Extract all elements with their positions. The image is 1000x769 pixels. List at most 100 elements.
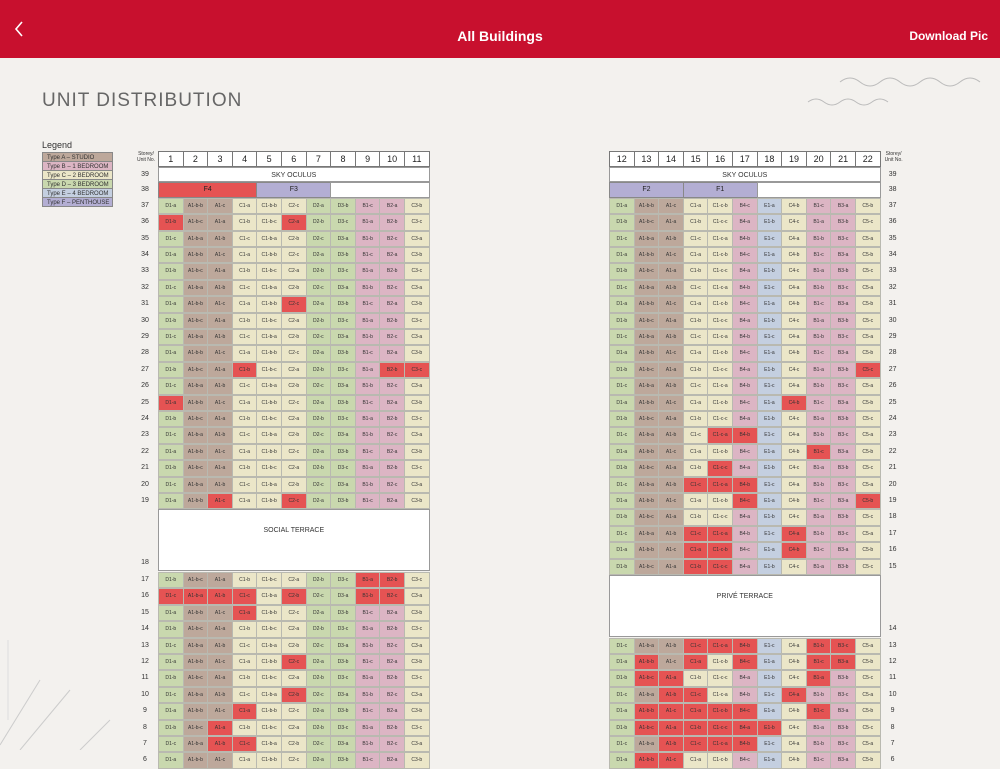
unit-cell: C4-b bbox=[781, 493, 807, 510]
penthouse-spacer bbox=[330, 182, 430, 198]
unit-cell: B4-b bbox=[732, 329, 758, 346]
unit-number-header: 4 bbox=[231, 151, 258, 167]
unit-cell: B4-a bbox=[732, 214, 758, 231]
unit-cell: C3-a bbox=[404, 279, 430, 297]
unit-cell: B1-b bbox=[805, 476, 832, 493]
unit-number-header: 15 bbox=[682, 151, 709, 167]
unit-cell: D1-b bbox=[609, 411, 635, 428]
unit-cell: B4-b bbox=[732, 525, 758, 543]
unit-cell: C1-c bbox=[231, 329, 258, 346]
unit-cell: C1-a bbox=[682, 703, 709, 720]
unit-cell: A1-b-c bbox=[182, 460, 209, 477]
unit-cell: C3-c bbox=[404, 670, 430, 687]
unit-cell: B1-b bbox=[354, 476, 381, 493]
unit-cell: B1-c bbox=[805, 703, 832, 720]
unit-cell: C5-c bbox=[855, 214, 881, 231]
unit-cell: D1-c bbox=[609, 378, 635, 395]
unit-cell: A1-b bbox=[658, 378, 684, 395]
unit-cell: A1-b-c bbox=[182, 572, 209, 589]
storey-label: 14 bbox=[888, 624, 897, 632]
unit-cell: C1-c bbox=[231, 686, 258, 704]
unit-cell: C4-a bbox=[781, 525, 807, 543]
unit-cell: D3-b bbox=[330, 247, 356, 264]
unit-cell: D2-c bbox=[305, 476, 332, 493]
unit-cell: A1-c bbox=[658, 493, 684, 510]
unit-cell: E1-a bbox=[756, 296, 783, 313]
unit-cell: C1-a bbox=[682, 247, 709, 264]
unit-cell: D1-b bbox=[158, 719, 184, 736]
back-chevron-icon[interactable] bbox=[8, 14, 34, 44]
storey-label: 9 bbox=[143, 707, 147, 715]
download-pic-button[interactable]: Download Pic bbox=[909, 29, 988, 43]
unit-cell: C1-b bbox=[231, 361, 258, 379]
top-bar: All Buildings Download Pic bbox=[0, 0, 1000, 58]
unit-cell: D1-c bbox=[158, 378, 184, 395]
unit-cell: B1-c bbox=[805, 752, 832, 769]
unit-cell: C1-b-b bbox=[256, 345, 282, 362]
unit-cell: C1-c-a bbox=[707, 230, 733, 247]
unit-cell: C1-b bbox=[682, 263, 709, 280]
unit-cell: A1-b bbox=[207, 588, 233, 605]
storey-label: 11 bbox=[888, 674, 897, 682]
unit-cell: E1-a bbox=[756, 654, 783, 671]
unit-cell: D3-c bbox=[330, 460, 356, 477]
unit-cell: B3-c bbox=[830, 525, 856, 543]
unit-cell: D2-b bbox=[305, 263, 332, 280]
unit-cell: A1-c bbox=[658, 654, 684, 671]
unit-cell: B2-a bbox=[379, 493, 405, 510]
unit-cell: A1-b-c bbox=[633, 558, 660, 575]
unit-cell: D3-b bbox=[330, 703, 356, 720]
unit-cell: D1-b bbox=[609, 312, 635, 329]
storey-label: 20 bbox=[888, 480, 897, 488]
unit-cell: C1-c-a bbox=[707, 525, 733, 543]
unit-cell: C3-b bbox=[404, 247, 430, 264]
unit-cell: D1-c bbox=[158, 279, 184, 297]
unit-cell: A1-c bbox=[207, 703, 233, 720]
unit-cell: A1-c bbox=[207, 394, 233, 411]
unit-cell: C2-c bbox=[281, 493, 307, 510]
unit-cell: D2-a bbox=[305, 296, 332, 313]
legend-item: Type C – 2 BEDROOM bbox=[42, 170, 113, 180]
unit-cell: C1-c-c bbox=[707, 263, 733, 280]
unit-cell: D2-a bbox=[305, 604, 332, 622]
unit-cell: B1-c bbox=[805, 296, 832, 313]
unit-cell: D3-b bbox=[330, 443, 356, 461]
unit-cell: C2-c bbox=[281, 394, 307, 411]
unit-cell: A1-b bbox=[658, 279, 684, 297]
unit-cell: A1-b-a bbox=[633, 329, 660, 346]
unit-cell: C1-b bbox=[231, 460, 258, 477]
unit-cell: B4-a bbox=[732, 509, 758, 526]
unit-cell: C5-c bbox=[855, 411, 881, 428]
unit-cell: C1-c-a bbox=[707, 476, 733, 493]
storey-header: Storey/ Unit No. bbox=[884, 151, 903, 163]
unit-cell: A1-b-a bbox=[633, 279, 660, 297]
unit-cell: B1-a bbox=[354, 719, 381, 736]
unit-cell: A1-b bbox=[207, 329, 233, 346]
unit-cell: B3-c bbox=[830, 686, 856, 704]
unit-cell: B2-a bbox=[379, 345, 405, 362]
unit-cell: C1-b-b bbox=[256, 443, 282, 461]
unit-cell: C1-c-c bbox=[707, 719, 733, 736]
unit-cell: A1-b-c bbox=[182, 312, 209, 329]
unit-cell: C1-c bbox=[682, 525, 709, 543]
unit-cell: C5-b bbox=[855, 197, 881, 215]
unit-cell: D1-c bbox=[158, 686, 184, 704]
unit-cell: C5-c bbox=[855, 719, 881, 736]
unit-cell: D1-b bbox=[158, 572, 184, 589]
storey-label: 12 bbox=[888, 658, 897, 665]
unit-cell: E1-a bbox=[756, 197, 783, 215]
unit-cell: C4-b bbox=[781, 752, 807, 769]
unit-number-header: 19 bbox=[781, 151, 807, 167]
unit-cell: C1-b bbox=[231, 214, 258, 231]
unit-cell: B1-b bbox=[354, 637, 381, 654]
storey-label: 27 bbox=[888, 365, 897, 373]
unit-cell: B2-c bbox=[379, 588, 405, 605]
unit-cell: C5-b bbox=[855, 703, 881, 720]
unit-cell: C1-c bbox=[231, 588, 258, 605]
unit-cell: A1-a bbox=[658, 558, 684, 575]
unit-cell: A1-b-b bbox=[182, 443, 209, 461]
unit-cell: A1-b-c bbox=[633, 312, 660, 329]
unit-cell: C5-c bbox=[855, 361, 881, 379]
unit-cell: D1-a bbox=[158, 443, 184, 461]
unit-cell: D1-a bbox=[609, 443, 635, 461]
